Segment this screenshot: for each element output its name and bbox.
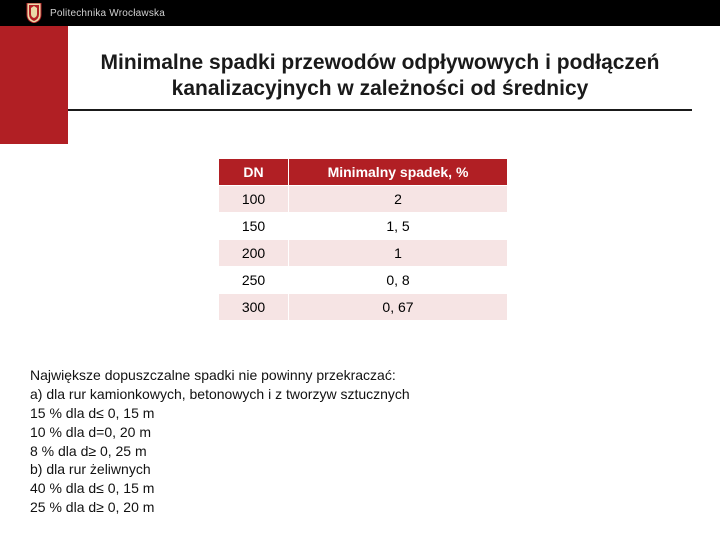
cell-dn: 300 <box>219 294 289 321</box>
cell-spadek: 2 <box>289 186 508 213</box>
table-row: 100 2 <box>219 186 508 213</box>
university-name: Politechnika Wrocławska <box>50 8 165 19</box>
body-line: 10 % dla d=0, 20 m <box>30 423 690 442</box>
table-row: 250 0, 8 <box>219 267 508 294</box>
title-line2: kanalizacyjnych w zależności od średnicy <box>172 77 589 100</box>
slide-title: Minimalne spadki przewodów odpływowych i… <box>68 50 692 111</box>
body-line: b) dla rur żeliwnych <box>30 460 690 479</box>
col-header-spadek: Minimalny spadek, % <box>289 159 508 186</box>
cell-spadek: 0, 8 <box>289 267 508 294</box>
table-row: 150 1, 5 <box>219 213 508 240</box>
top-bar: Politechnika Wrocławska <box>0 0 720 26</box>
university-shield-icon <box>26 3 42 23</box>
title-underline <box>68 109 692 111</box>
body-line: 25 % dla d≥ 0, 20 m <box>30 498 690 517</box>
cell-spadek: 0, 67 <box>289 294 508 321</box>
table-row: 200 1 <box>219 240 508 267</box>
table-row: 300 0, 67 <box>219 294 508 321</box>
title-line1: Minimalne spadki przewodów odpływowych i… <box>101 51 660 74</box>
cell-dn: 100 <box>219 186 289 213</box>
body-line: a) dla rur kamionkowych, betonowych i z … <box>30 385 690 404</box>
spadki-table: DN Minimalny spadek, % 100 2 150 1, 5 20… <box>218 158 508 321</box>
body-line: 8 % dla d≥ 0, 25 m <box>30 442 690 461</box>
body-text: Największe dopuszczalne spadki nie powin… <box>30 366 690 517</box>
side-red-block <box>0 26 68 144</box>
body-line: Największe dopuszczalne spadki nie powin… <box>30 366 690 385</box>
cell-spadek: 1 <box>289 240 508 267</box>
cell-dn: 200 <box>219 240 289 267</box>
cell-dn: 150 <box>219 213 289 240</box>
col-header-dn: DN <box>219 159 289 186</box>
cell-dn: 250 <box>219 267 289 294</box>
body-line: 40 % dla d≤ 0, 15 m <box>30 479 690 498</box>
table-header-row: DN Minimalny spadek, % <box>219 159 508 186</box>
title-text: Minimalne spadki przewodów odpływowych i… <box>68 50 692 103</box>
body-line: 15 % dla d≤ 0, 15 m <box>30 404 690 423</box>
cell-spadek: 1, 5 <box>289 213 508 240</box>
